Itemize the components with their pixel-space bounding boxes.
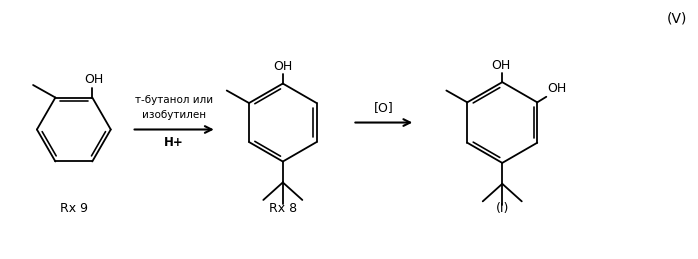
Text: изобутилен: изобутилен	[142, 110, 206, 120]
Text: OH: OH	[273, 60, 292, 73]
Text: OH: OH	[491, 59, 510, 72]
Text: (V): (V)	[667, 11, 687, 25]
Text: Rx 9: Rx 9	[60, 202, 88, 215]
Text: [O]: [O]	[374, 101, 394, 114]
Text: Rx 8: Rx 8	[269, 202, 297, 215]
Text: OH: OH	[84, 73, 103, 87]
Text: H+: H+	[164, 136, 184, 149]
Text: OH: OH	[548, 82, 567, 95]
Text: т-бутанол или: т-бутанол или	[135, 95, 213, 105]
Text: (I): (I)	[496, 202, 509, 215]
